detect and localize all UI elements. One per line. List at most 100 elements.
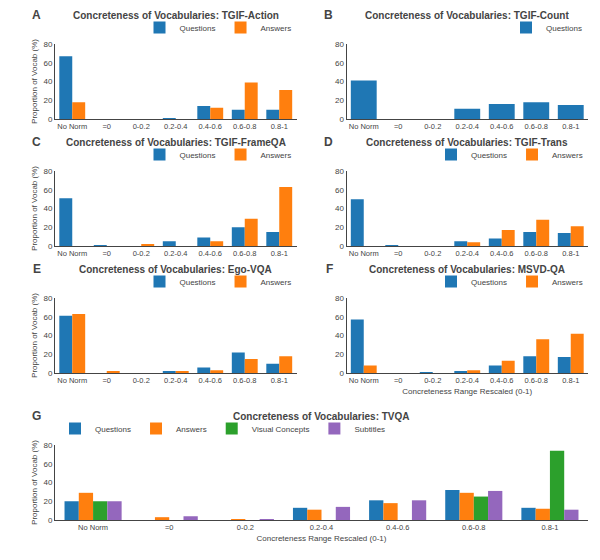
svg-text:Questions: Questions (95, 425, 131, 434)
svg-text:0.2-0.4: 0.2-0.4 (310, 523, 333, 532)
svg-text:0-0.2: 0-0.2 (424, 249, 441, 258)
svg-text:=0: =0 (394, 249, 403, 258)
svg-text:20: 20 (335, 350, 344, 359)
svg-text:Concreteness of Vocabularies:: Concreteness of Vocabularies: Ego-VQA (79, 264, 272, 275)
svg-text:0: 0 (339, 115, 344, 124)
svg-text:0.6-0.8: 0.6-0.8 (233, 376, 256, 385)
svg-text:80: 80 (335, 167, 344, 176)
svg-text:Concreteness Range Rescaled (0: Concreteness Range Rescaled (0-1) (257, 534, 387, 543)
svg-text:Proportion of Vocab (%): Proportion of Vocab (%) (30, 440, 39, 525)
svg-text:20: 20 (43, 96, 52, 105)
svg-text:Questions: Questions (180, 24, 216, 33)
svg-text:No Norm: No Norm (57, 376, 87, 385)
svg-text:0-0.2: 0-0.2 (424, 376, 441, 385)
svg-text:No Norm: No Norm (78, 523, 108, 532)
svg-text:F: F (326, 262, 333, 276)
svg-text:0.6-0.8: 0.6-0.8 (233, 122, 256, 131)
svg-text:40: 40 (43, 331, 52, 340)
svg-text:40: 40 (43, 478, 52, 487)
svg-text:B: B (324, 8, 333, 22)
svg-text:0-0.2: 0-0.2 (133, 122, 150, 131)
svg-text:Questions: Questions (546, 24, 582, 33)
svg-text:Questions: Questions (471, 151, 507, 160)
svg-text:Questions: Questions (471, 278, 507, 287)
svg-text:80: 80 (43, 294, 52, 303)
svg-text:0.8-1: 0.8-1 (271, 376, 288, 385)
svg-text:0: 0 (339, 369, 344, 378)
svg-text:80: 80 (43, 441, 52, 450)
svg-text:20: 20 (43, 223, 52, 232)
svg-text:0: 0 (48, 115, 53, 124)
svg-text:Visual Concepts: Visual Concepts (252, 425, 310, 434)
svg-text:40: 40 (43, 204, 52, 213)
svg-text:Concreteness of Vocabularies:: Concreteness of Vocabularies: TGIF-Actio… (73, 10, 279, 21)
svg-text:0: 0 (48, 242, 53, 251)
svg-text:0.2-0.4: 0.2-0.4 (456, 249, 479, 258)
svg-text:No Norm: No Norm (349, 122, 379, 131)
svg-text:0.4-0.6: 0.4-0.6 (199, 122, 222, 131)
svg-text:=0: =0 (394, 376, 403, 385)
svg-text:40: 40 (43, 77, 52, 86)
svg-text:No Norm: No Norm (349, 376, 379, 385)
svg-text:80: 80 (335, 40, 344, 49)
svg-text:0.8-1: 0.8-1 (271, 122, 288, 131)
svg-text:0.8-1: 0.8-1 (562, 249, 579, 258)
svg-text:0.2-0.4: 0.2-0.4 (456, 122, 479, 131)
svg-text:=0: =0 (102, 249, 111, 258)
svg-text:Concreteness of Vocabularies:: Concreteness of Vocabularies: TVQA (233, 411, 410, 422)
svg-text:Questions: Questions (180, 151, 216, 160)
svg-text:0.6-0.8: 0.6-0.8 (525, 376, 548, 385)
svg-text:0.6-0.8: 0.6-0.8 (233, 249, 256, 258)
svg-text:No Norm: No Norm (349, 249, 379, 258)
svg-text:=0: =0 (102, 376, 111, 385)
svg-text:Concreteness Range Rescaled (0: Concreteness Range Rescaled (0-1) (402, 387, 532, 396)
svg-text:0.4-0.6: 0.4-0.6 (490, 122, 513, 131)
svg-text:60: 60 (335, 59, 344, 68)
svg-text:0-0.2: 0-0.2 (133, 376, 150, 385)
svg-text:=0: =0 (102, 122, 111, 131)
svg-text:0.4-0.6: 0.4-0.6 (490, 376, 513, 385)
svg-text:80: 80 (43, 40, 52, 49)
svg-text:60: 60 (335, 313, 344, 322)
svg-text:Answers: Answers (261, 151, 292, 160)
svg-text:60: 60 (43, 186, 52, 195)
svg-text:Concreteness of Vocabularies:: Concreteness of Vocabularies: TGIF-Trans (366, 137, 568, 148)
svg-text:0.2-0.4: 0.2-0.4 (456, 376, 479, 385)
svg-text:0-0.2: 0-0.2 (133, 249, 150, 258)
svg-text:0.2-0.4: 0.2-0.4 (164, 376, 187, 385)
svg-text:0.4-0.6: 0.4-0.6 (490, 249, 513, 258)
svg-text:Proportion of Vocab (%): Proportion of Vocab (%) (30, 166, 39, 251)
svg-text:Questions: Questions (180, 278, 216, 287)
svg-text:C: C (32, 135, 41, 149)
svg-text:80: 80 (43, 167, 52, 176)
svg-text:Proportion of Vocab (%): Proportion of Vocab (%) (30, 39, 39, 124)
svg-text:Answers: Answers (261, 278, 292, 287)
svg-text:Concreteness of Vocabularies:: Concreteness of Vocabularies: TGIF-Frame… (66, 137, 286, 148)
svg-text:D: D (324, 135, 333, 149)
svg-text:Proportion of Vocab (%): Proportion of Vocab (%) (30, 293, 39, 378)
svg-text:40: 40 (335, 204, 344, 213)
svg-text:20: 20 (335, 96, 344, 105)
svg-text:20: 20 (43, 350, 52, 359)
svg-text:No Norm: No Norm (57, 249, 87, 258)
svg-text:Answers: Answers (552, 278, 583, 287)
svg-text:60: 60 (43, 59, 52, 68)
svg-text:Concreteness of Vocabularies:: Concreteness of Vocabularies: MSVD-QA (369, 264, 565, 275)
svg-text:No Norm: No Norm (57, 122, 87, 131)
svg-text:60: 60 (43, 460, 52, 469)
svg-text:0: 0 (48, 516, 53, 525)
svg-text:A: A (32, 8, 41, 22)
svg-text:0.2-0.4: 0.2-0.4 (164, 122, 187, 131)
svg-text:0.4-0.6: 0.4-0.6 (199, 249, 222, 258)
svg-text:G: G (32, 409, 41, 423)
svg-text:0.6-0.8: 0.6-0.8 (462, 523, 485, 532)
svg-text:0.6-0.8: 0.6-0.8 (525, 249, 548, 258)
svg-text:0.8-1: 0.8-1 (541, 523, 558, 532)
svg-text:80: 80 (335, 294, 344, 303)
svg-text:0.4-0.6: 0.4-0.6 (386, 523, 409, 532)
svg-text:Answers: Answers (552, 151, 583, 160)
svg-text:=0: =0 (165, 523, 174, 532)
svg-text:0.4-0.6: 0.4-0.6 (199, 376, 222, 385)
svg-text:0.8-1: 0.8-1 (562, 376, 579, 385)
svg-text:Concreteness of Vocabularies:: Concreteness of Vocabularies: TGIF-Count (365, 10, 569, 21)
